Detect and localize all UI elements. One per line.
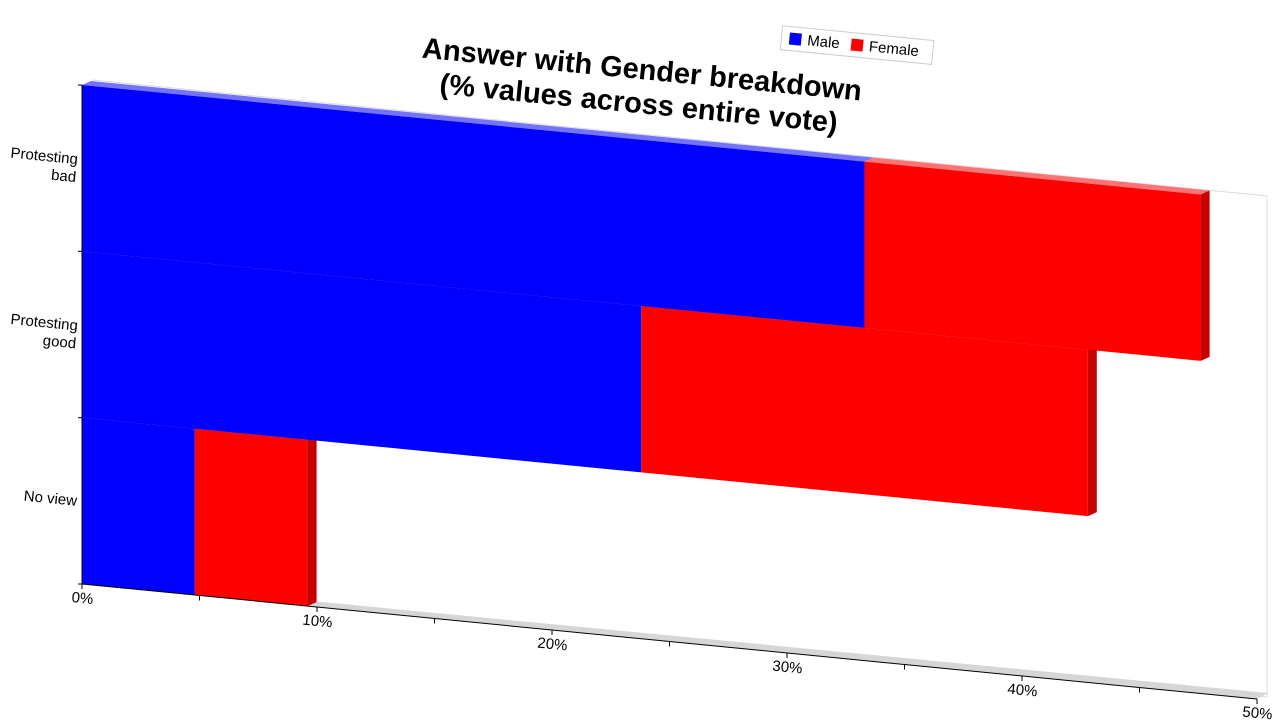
legend-swatch-female <box>850 38 864 52</box>
x-tick-label: 40% <box>1007 681 1039 701</box>
bar-male-1 <box>82 251 642 473</box>
category-label: Protestingbad <box>8 145 79 186</box>
bar-side-2 <box>307 435 317 607</box>
legend: Male Female <box>779 25 935 66</box>
x-tick-layer: 0% 10% 20% 30% 40% 50% <box>71 584 1273 720</box>
legend-label-male: Male <box>806 32 840 52</box>
bar-female-1 <box>641 306 1088 517</box>
y-tick-layer <box>78 84 82 585</box>
x-tick-label: 10% <box>302 612 334 632</box>
floor-plane <box>82 580 1268 699</box>
category-label: Protestinggood <box>8 311 79 352</box>
bars-layer <box>82 81 1210 607</box>
category-label: No view <box>23 488 78 510</box>
bar-female-0 <box>864 161 1201 361</box>
bar-male-2 <box>82 417 195 596</box>
legend-swatch-male <box>788 32 802 46</box>
x-tick-label: 30% <box>772 658 804 678</box>
bar-male-0 <box>82 85 865 328</box>
bar-female-2 <box>194 428 308 607</box>
bar-top-male-0 <box>82 81 874 162</box>
legend-label-female: Female <box>868 38 919 60</box>
x-tick-label: 50% <box>1242 704 1274 720</box>
x-tick-label: 0% <box>71 589 94 608</box>
bar-side-1 <box>1087 345 1097 517</box>
bar-top-female-0 <box>864 157 1210 195</box>
legend-items: Male Female <box>788 32 920 60</box>
x-tick-label: 20% <box>537 635 569 655</box>
category-label-layer: Protestingbad Protestinggood No view <box>8 145 79 510</box>
bar-side-0 <box>1200 190 1210 361</box>
